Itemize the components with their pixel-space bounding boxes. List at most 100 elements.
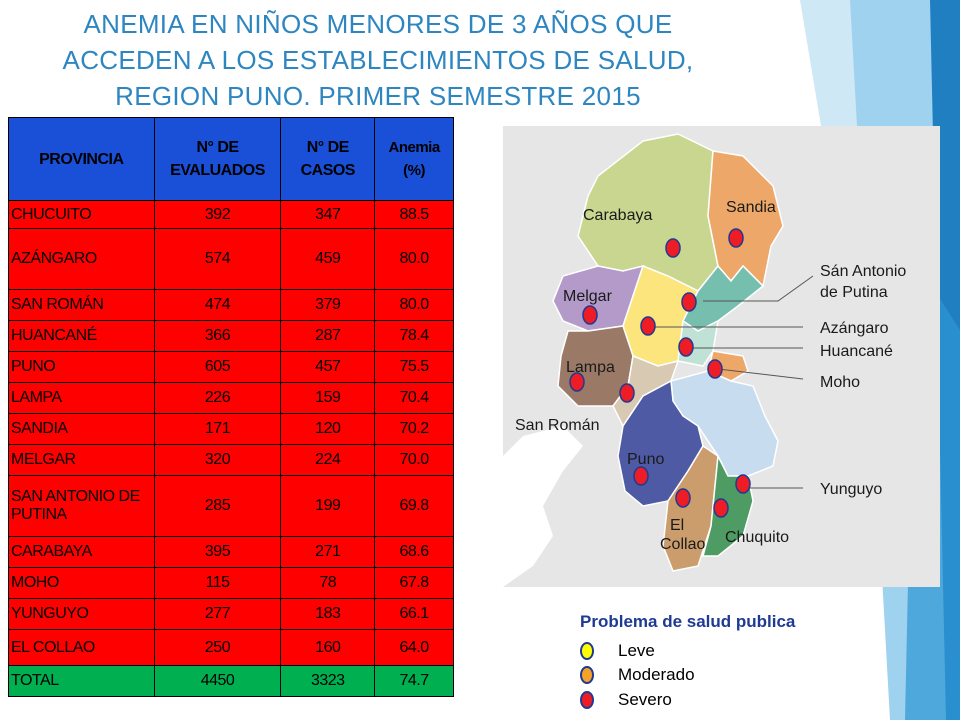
marker-puno bbox=[633, 466, 649, 486]
map-label-san-antonio-line2: de Putina bbox=[820, 284, 888, 301]
cell-casos: 183 bbox=[280, 598, 376, 630]
marker-sandia bbox=[728, 228, 744, 248]
table-row: CARABAYA 395 271 68.6 bbox=[8, 536, 454, 568]
total-anemia: 74.7 bbox=[374, 665, 454, 697]
cell-anemia: 66.1 bbox=[374, 598, 454, 630]
map-label-el-collao-line1: El bbox=[670, 517, 684, 534]
legend-dot-severo bbox=[580, 691, 594, 709]
cell-provincia: HUANCANÉ bbox=[8, 320, 155, 352]
legend: Problema de salud publica Leve Moderado … bbox=[580, 612, 795, 709]
header-evaluados: N° DE EVALUADOS bbox=[153, 117, 282, 201]
table-row: YUNGUYO 277 183 66.1 bbox=[8, 598, 454, 630]
table-row: EL COLLAO 250 160 64.0 bbox=[8, 629, 454, 666]
cell-provincia: PUNO bbox=[8, 351, 155, 383]
cell-provincia: SANDIA bbox=[8, 413, 155, 445]
cell-anemia: 67.8 bbox=[374, 567, 454, 599]
cell-casos: 457 bbox=[280, 351, 376, 383]
map-label-moho: Moho bbox=[820, 374, 860, 391]
table-row: HUANCANÉ 366 287 78.4 bbox=[8, 320, 454, 352]
table-row: PUNO 605 457 75.5 bbox=[8, 351, 454, 383]
cell-provincia: SAN ROMÁN bbox=[8, 289, 155, 321]
table-total-row: TOTAL 4450 3323 74.7 bbox=[8, 665, 454, 697]
cell-provincia: MELGAR bbox=[8, 444, 155, 476]
cell-casos: 199 bbox=[280, 475, 376, 537]
cell-evaluados: 574 bbox=[153, 228, 282, 290]
header-provincia: PROVINCIA bbox=[8, 117, 155, 201]
legend-label-severo: Severo bbox=[618, 690, 672, 709]
marker-moho bbox=[707, 359, 723, 379]
cell-anemia: 80.0 bbox=[374, 228, 454, 290]
cell-evaluados: 226 bbox=[153, 382, 282, 414]
cell-anemia: 88.5 bbox=[374, 200, 454, 229]
cell-evaluados: 474 bbox=[153, 289, 282, 321]
map-label-huancane: Huancané bbox=[820, 343, 893, 360]
table-row: MOHO 115 78 67.8 bbox=[8, 567, 454, 599]
cell-provincia: CARABAYA bbox=[8, 536, 155, 568]
cell-evaluados: 366 bbox=[153, 320, 282, 352]
map-label-carabaya: Carabaya bbox=[583, 207, 652, 224]
map-label-yunguyo: Yunguyo bbox=[820, 481, 882, 498]
cell-provincia: YUNGUYO bbox=[8, 598, 155, 630]
cell-anemia: 78.4 bbox=[374, 320, 454, 352]
legend-dot-leve bbox=[580, 642, 594, 660]
map-province-el-collao bbox=[662, 444, 719, 572]
map-province-sandia bbox=[707, 150, 784, 288]
cell-anemia: 68.6 bbox=[374, 536, 454, 568]
cell-casos: 224 bbox=[280, 444, 376, 476]
cell-anemia: 70.2 bbox=[374, 413, 454, 445]
map-label-el-collao-line2: Collao bbox=[660, 536, 705, 553]
cell-casos: 347 bbox=[280, 200, 376, 229]
page-title: ANEMIA EN NIÑOS MENORES DE 3 AÑOS QUE AC… bbox=[0, 6, 756, 114]
cell-casos: 287 bbox=[280, 320, 376, 352]
table-row: AZÁNGARO 574 459 80.0 bbox=[8, 228, 454, 290]
cell-anemia: 80.0 bbox=[374, 289, 454, 321]
map-label-san-roman: San Román bbox=[515, 417, 600, 434]
map-svg: Carabaya Sandia Sán Antonio de Putina Me… bbox=[503, 133, 906, 587]
cell-evaluados: 392 bbox=[153, 200, 282, 229]
cell-casos: 120 bbox=[280, 413, 376, 445]
marker-chucuito bbox=[713, 498, 729, 518]
cell-casos: 459 bbox=[280, 228, 376, 290]
cell-anemia: 75.5 bbox=[374, 351, 454, 383]
cell-evaluados: 395 bbox=[153, 536, 282, 568]
cell-evaluados: 320 bbox=[153, 444, 282, 476]
legend-item-leve: Leve bbox=[580, 639, 655, 663]
cell-anemia: 64.0 bbox=[374, 629, 454, 666]
marker-san-antonio bbox=[681, 292, 697, 312]
cell-casos: 78 bbox=[280, 567, 376, 599]
cell-evaluados: 285 bbox=[153, 475, 282, 537]
marker-azangaro bbox=[640, 316, 656, 336]
cell-evaluados: 277 bbox=[153, 598, 282, 630]
header-anemia: Anemia (%) bbox=[374, 117, 454, 201]
puno-region-map: Carabaya Sandia Sán Antonio de Putina Me… bbox=[503, 126, 940, 587]
table-row: LAMPA 226 159 70.4 bbox=[8, 382, 454, 414]
legend-label-leve: Leve bbox=[618, 641, 655, 660]
map-label-azangaro: Azángaro bbox=[820, 320, 889, 337]
marker-yunguyo bbox=[735, 474, 751, 494]
map-outside-region bbox=[503, 426, 583, 587]
table-header-row: PROVINCIA N° DE EVALUADOS N° DE CASOS An… bbox=[8, 117, 454, 201]
table-row: SAN ROMÁN 474 379 80.0 bbox=[8, 289, 454, 321]
cell-anemia: 69.8 bbox=[374, 475, 454, 537]
map-label-san-antonio-line1: Sán Antonio bbox=[820, 263, 906, 280]
marker-carabaya bbox=[665, 238, 681, 258]
marker-melgar bbox=[582, 305, 598, 325]
cell-provincia: CHUCUITO bbox=[8, 200, 155, 229]
anemia-table: PROVINCIA N° DE EVALUADOS N° DE CASOS An… bbox=[8, 117, 454, 697]
legend-label-moderado: Moderado bbox=[618, 665, 695, 684]
map-leader-lines bbox=[653, 275, 814, 489]
map-label-chuquito: Chuquito bbox=[725, 529, 789, 546]
cell-casos: 271 bbox=[280, 536, 376, 568]
table-row: CHUCUITO 392 347 88.5 bbox=[8, 200, 454, 229]
table-row: SANDIA 171 120 70.2 bbox=[8, 413, 454, 445]
cell-provincia: AZÁNGARO bbox=[8, 228, 155, 290]
table-row: MELGAR 320 224 70.0 bbox=[8, 444, 454, 476]
cell-provincia: EL COLLAO bbox=[8, 629, 155, 666]
map-severity-markers bbox=[569, 228, 751, 518]
title-line-2: ACCEDEN A LOS ESTABLECIMIENTOS DE SALUD, bbox=[62, 45, 694, 75]
total-casos: 3323 bbox=[280, 665, 376, 697]
map-label-lampa: Lampa bbox=[566, 359, 615, 376]
title-line-1: ANEMIA EN NIÑOS MENORES DE 3 AÑOS QUE bbox=[83, 9, 673, 39]
cell-anemia: 70.0 bbox=[374, 444, 454, 476]
cell-casos: 159 bbox=[280, 382, 376, 414]
